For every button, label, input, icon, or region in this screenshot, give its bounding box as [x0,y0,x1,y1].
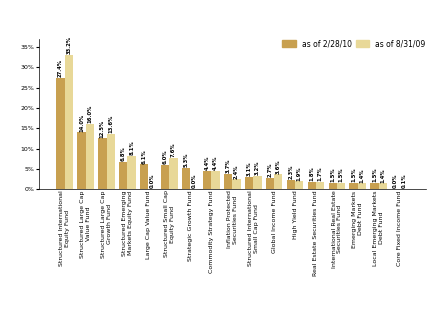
Text: 2.7%: 2.7% [267,163,272,177]
Text: 3.6%: 3.6% [276,159,281,174]
Bar [379,184,387,189]
Bar [86,124,94,189]
Text: 3.2%: 3.2% [255,161,260,175]
Text: 14.0%: 14.0% [79,113,84,131]
Text: 5.3%: 5.3% [184,152,189,167]
Bar [295,181,304,189]
Bar [98,139,107,189]
Bar [358,184,366,189]
Text: 2.3%: 2.3% [289,164,293,179]
Text: 6.1%: 6.1% [142,149,147,164]
Text: 27.4%: 27.4% [58,59,63,77]
Text: 1.5%: 1.5% [338,168,344,182]
Text: 4.4%: 4.4% [205,156,209,170]
Bar [203,171,211,189]
Text: 6.8%: 6.8% [121,146,126,161]
Bar [211,171,220,189]
Bar [140,164,148,189]
Bar [370,183,379,189]
Text: 13.6%: 13.6% [108,115,113,133]
Bar [329,183,337,189]
Text: 1.5%: 1.5% [351,168,356,182]
Text: 16.0%: 16.0% [87,105,92,124]
Bar [119,161,127,189]
Bar [127,156,136,189]
Text: 1.4%: 1.4% [359,168,365,183]
Bar [245,176,253,189]
Text: 3.7%: 3.7% [225,159,230,173]
Bar [232,179,240,189]
Text: 0.0%: 0.0% [150,174,155,188]
Bar [64,54,73,189]
Text: 0.1%: 0.1% [402,173,406,188]
Bar [56,78,64,189]
Text: 6.0%: 6.0% [163,149,168,164]
Bar [307,182,316,189]
Text: 4.4%: 4.4% [213,156,218,170]
Text: 2.4%: 2.4% [234,164,239,179]
Bar [161,165,169,189]
Bar [316,182,324,189]
Text: 1.4%: 1.4% [381,168,385,183]
Text: 33.2%: 33.2% [66,36,71,54]
Text: 0.0%: 0.0% [393,174,398,188]
Text: 1.8%: 1.8% [309,166,314,181]
Bar [77,132,86,189]
Bar [253,176,261,189]
Text: 1.5%: 1.5% [330,168,335,182]
Bar [107,134,115,189]
Text: 12.5%: 12.5% [100,119,105,138]
Text: 0.0%: 0.0% [192,174,197,188]
Bar [274,174,283,189]
Bar [266,178,274,189]
Text: 1.9%: 1.9% [297,166,302,181]
Text: 1.5%: 1.5% [372,168,377,182]
Legend: as of 2/28/10, as of 8/31/09: as of 2/28/10, as of 8/31/09 [282,39,426,48]
Bar [287,180,295,189]
Bar [350,183,358,189]
Text: 1.7%: 1.7% [318,167,322,181]
Bar [224,174,232,189]
Text: 7.6%: 7.6% [171,143,176,157]
Text: 8.1%: 8.1% [129,141,134,156]
Bar [182,168,190,189]
Text: 3.1%: 3.1% [246,161,252,176]
Bar [169,158,178,189]
Bar [337,183,345,189]
